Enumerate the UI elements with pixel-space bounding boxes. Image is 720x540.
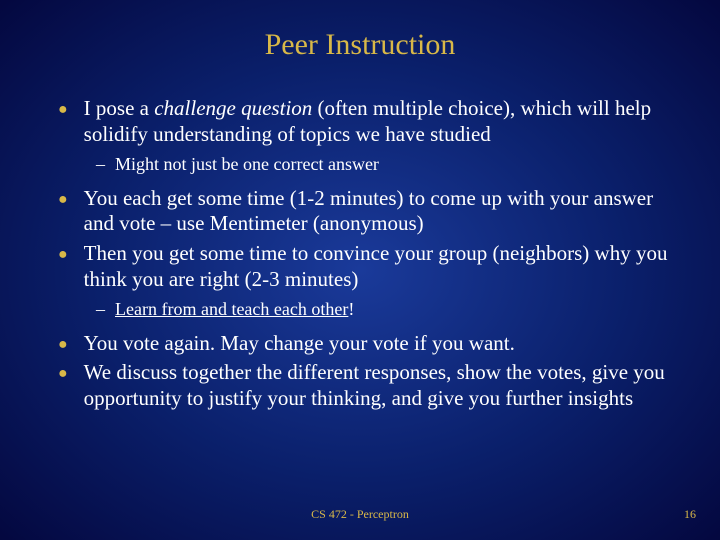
bullet-text: You vote again. May change your vote if … bbox=[84, 331, 682, 357]
slide-title: Peer Instruction bbox=[0, 28, 720, 62]
bullet-level1: ● I pose a challenge question (often mult… bbox=[58, 96, 682, 147]
bullet-level1: ● You vote again. May change your vote if… bbox=[58, 331, 682, 357]
bullet-text: Learn from and teach each other! bbox=[115, 298, 682, 321]
bullet-level1: ● We discuss together the different respo… bbox=[58, 360, 682, 411]
bullet-dot-icon: ● bbox=[58, 364, 68, 384]
slide-number: 16 bbox=[684, 507, 696, 522]
slide-content: ● I pose a challenge question (often mult… bbox=[58, 96, 682, 415]
footer-center: CS 472 - Perceptron bbox=[0, 507, 720, 522]
bullet-dot-icon: ● bbox=[58, 245, 68, 265]
bullet-text: Might not just be one correct answer bbox=[115, 153, 682, 176]
bullet-level1: ● You each get some time (1-2 minutes) to… bbox=[58, 186, 682, 237]
bullet-text: I pose a challenge question (often multi… bbox=[84, 96, 682, 147]
bullet-level1: ● Then you get some time to convince your… bbox=[58, 241, 682, 292]
bullet-dash-icon: – bbox=[96, 298, 105, 321]
slide: Peer Instruction ● I pose a challenge que… bbox=[0, 0, 720, 540]
bullet-dot-icon: ● bbox=[58, 190, 68, 210]
bullet-dot-icon: ● bbox=[58, 335, 68, 355]
bullet-dot-icon: ● bbox=[58, 100, 68, 120]
bullet-text: Then you get some time to convince your … bbox=[84, 241, 682, 292]
bullet-level2: –Might not just be one correct answer bbox=[96, 153, 682, 176]
bullet-text: We discuss together the different respon… bbox=[84, 360, 682, 411]
bullet-level2: –Learn from and teach each other! bbox=[96, 298, 682, 321]
bullet-text: You each get some time (1-2 minutes) to … bbox=[84, 186, 682, 237]
bullet-dash-icon: – bbox=[96, 153, 105, 176]
